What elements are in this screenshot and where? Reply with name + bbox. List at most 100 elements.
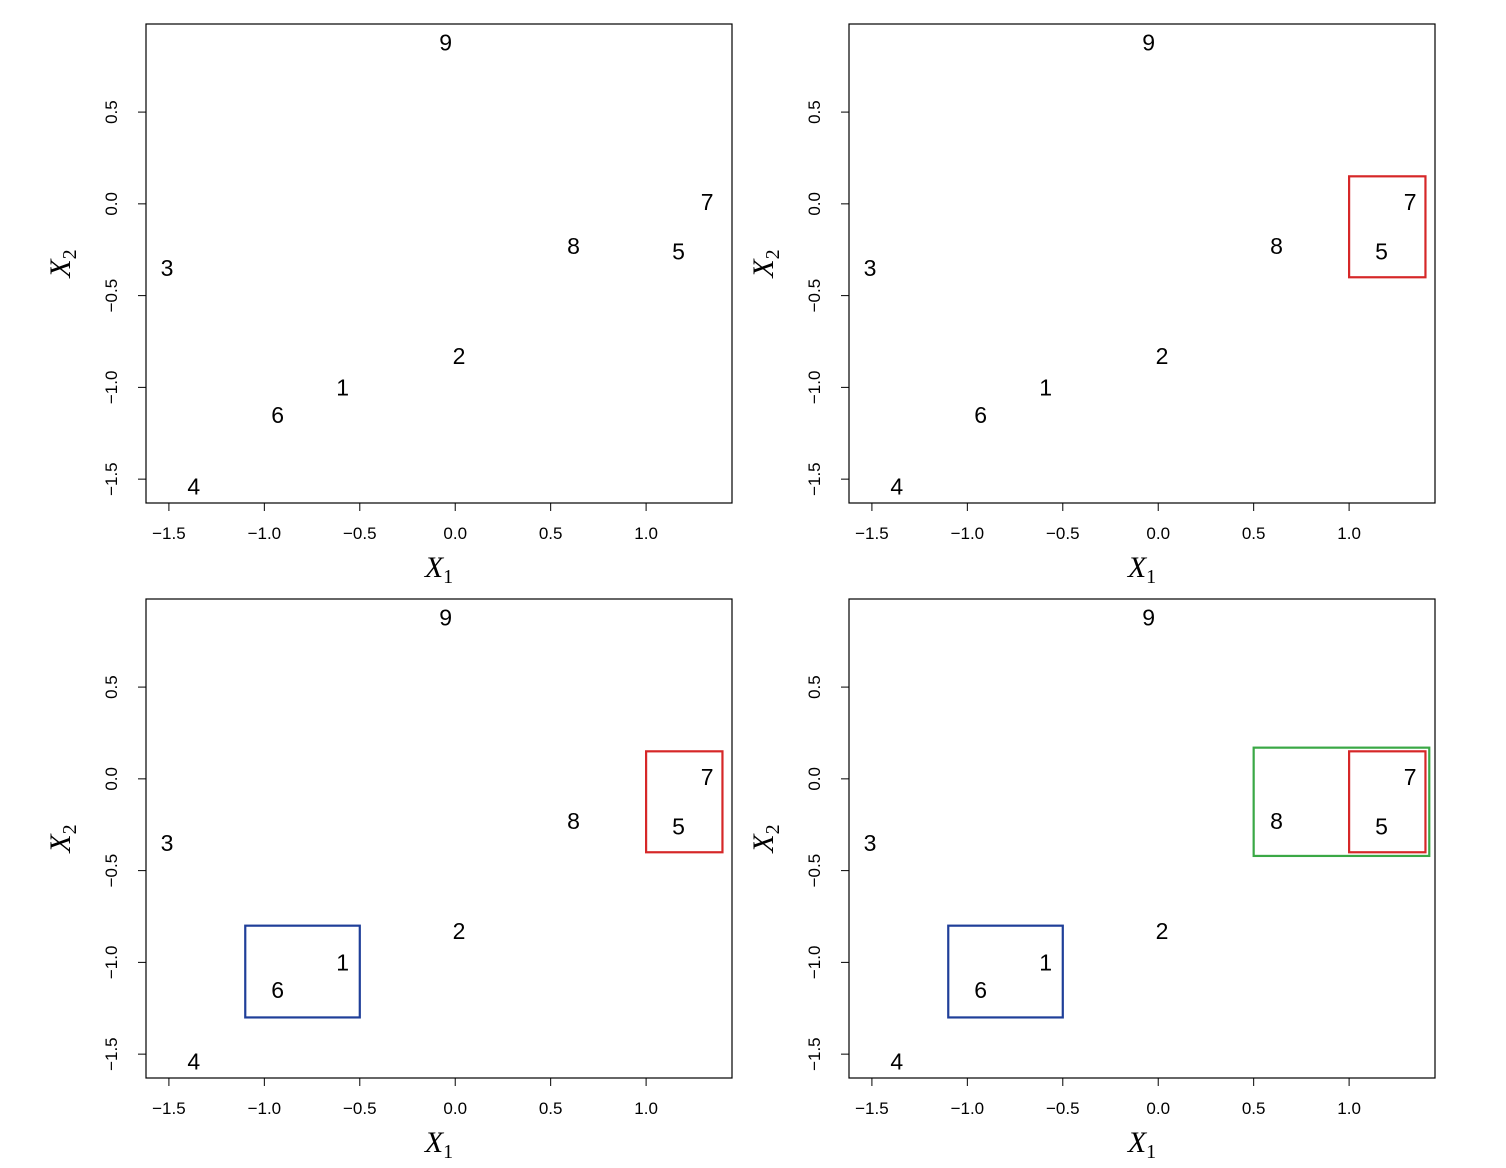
- x-tick-label: −0.5: [1046, 1099, 1080, 1118]
- x-axis-title: X1: [424, 1126, 453, 1163]
- data-point-3: 3: [161, 830, 174, 856]
- x-tick-label: 0.0: [1146, 1099, 1170, 1118]
- data-point-2: 2: [1156, 343, 1169, 369]
- data-point-1: 1: [336, 374, 349, 400]
- y-axis-title: X2: [44, 824, 81, 853]
- y-tick-label: 0.5: [102, 100, 121, 124]
- x-axis-title-main: X: [424, 551, 445, 584]
- region-rectangle: [244, 924, 361, 1019]
- x-tick-label: −1.5: [152, 524, 186, 543]
- data-point-5: 5: [672, 239, 685, 265]
- x-axis-title: X1: [1127, 551, 1156, 588]
- y-axis-title: X2: [747, 249, 784, 278]
- data-point-2: 2: [453, 918, 466, 944]
- x-tick-label: −1.5: [855, 524, 889, 543]
- data-point-4: 4: [890, 473, 903, 499]
- x-tick-label: 0.5: [539, 1099, 563, 1118]
- x-tick-label: 0.5: [539, 524, 563, 543]
- data-point-9: 9: [1142, 29, 1155, 55]
- x-axis-title-subscript: 1: [1146, 1141, 1156, 1163]
- data-point-4: 4: [187, 1048, 200, 1074]
- x-tick-label: 0.0: [443, 524, 467, 543]
- x-tick-label: −0.5: [343, 1099, 377, 1118]
- region-rectangle: [645, 750, 724, 854]
- y-tick-label: −1.5: [805, 462, 824, 496]
- y-tick-label: −1.5: [102, 462, 121, 496]
- data-point-8: 8: [1270, 233, 1283, 259]
- x-tick-label: −1.0: [951, 1099, 985, 1118]
- data-point-1: 1: [1039, 949, 1052, 975]
- x-axis-title: X1: [1127, 1126, 1156, 1163]
- region-rectangle: [947, 924, 1064, 1019]
- x-axis-title-subscript: 1: [1146, 566, 1156, 588]
- y-tick-label: −1.5: [805, 1037, 824, 1071]
- data-point-9: 9: [1142, 604, 1155, 630]
- y-tick-label: 0.0: [805, 767, 824, 791]
- panel-3: −1.5 −1.0 −0.5 0.0 0.5 1.0 −1.5 −1.0 −0.5 0.0 0.5 X…: [44, 598, 733, 1163]
- data-point-8: 8: [567, 808, 580, 834]
- data-point-2: 2: [1156, 918, 1169, 944]
- data-point-7: 7: [1404, 764, 1417, 790]
- data-point-6: 6: [271, 977, 284, 1003]
- y-axis-title: X2: [44, 249, 81, 278]
- y-tick-label: −1.0: [805, 371, 824, 405]
- y-tick-label: 0.0: [805, 192, 824, 216]
- x-axis-title-subscript: 1: [443, 1141, 453, 1163]
- y-axis-title: X2: [747, 824, 784, 853]
- plot-frame: [145, 598, 733, 1079]
- y-tick-label: −1.0: [805, 946, 824, 980]
- y-tick-label: −0.5: [102, 854, 121, 888]
- plot-frame: [145, 23, 733, 504]
- y-axis-title-subscript: 2: [59, 824, 81, 834]
- data-point-2: 2: [453, 343, 466, 369]
- plot-frame: [848, 23, 1436, 504]
- y-tick-label: 0.5: [805, 675, 824, 699]
- x-axis-title-main: X: [1127, 551, 1148, 584]
- x-tick-label: 0.0: [1146, 524, 1170, 543]
- region-rectangle: [1348, 175, 1427, 279]
- data-point-6: 6: [271, 402, 284, 428]
- x-axis-title-main: X: [1127, 1126, 1148, 1159]
- x-tick-label: −1.5: [855, 1099, 889, 1118]
- panel-4: −1.5 −1.0 −0.5 0.0 0.5 1.0 −1.5 −1.0 −0.5 0.0 0.5 X…: [747, 598, 1436, 1163]
- y-axis-title-subscript: 2: [762, 249, 784, 259]
- x-axis-title-main: X: [424, 1126, 445, 1159]
- x-tick-label: 1.0: [634, 1099, 658, 1118]
- data-point-5: 5: [1375, 239, 1388, 265]
- y-tick-label: −0.5: [805, 854, 824, 888]
- data-point-7: 7: [1404, 189, 1417, 215]
- y-tick-label: 0.0: [102, 192, 121, 216]
- x-tick-label: −0.5: [1046, 524, 1080, 543]
- data-point-4: 4: [890, 1048, 903, 1074]
- y-tick-label: −1.5: [102, 1037, 121, 1071]
- x-tick-label: 0.5: [1242, 1099, 1266, 1118]
- x-tick-label: −1.0: [248, 1099, 282, 1118]
- data-point-1: 1: [336, 949, 349, 975]
- data-point-1: 1: [1039, 374, 1052, 400]
- data-point-6: 6: [974, 977, 987, 1003]
- data-point-7: 7: [701, 764, 714, 790]
- data-point-9: 9: [439, 29, 452, 55]
- y-tick-label: 0.0: [102, 767, 121, 791]
- y-tick-label: −0.5: [102, 279, 121, 313]
- data-point-5: 5: [1375, 814, 1388, 840]
- y-tick-label: −1.0: [102, 371, 121, 405]
- y-axis-title-main: X: [747, 833, 780, 854]
- data-point-9: 9: [439, 604, 452, 630]
- x-axis-title: X1: [424, 551, 453, 588]
- panel-1: −1.5 −1.0 −0.5 0.0 0.5 1.0 −1.5 −1.0 −0.5 0.0 0.5 X…: [44, 23, 733, 588]
- y-axis-title-main: X: [44, 833, 77, 854]
- x-tick-label: −1.0: [248, 524, 282, 543]
- y-axis-title-subscript: 2: [762, 824, 784, 834]
- x-tick-label: 1.0: [1337, 524, 1361, 543]
- y-axis-title-subscript: 2: [59, 249, 81, 259]
- data-point-3: 3: [864, 255, 877, 281]
- data-point-3: 3: [864, 830, 877, 856]
- x-tick-label: −1.5: [152, 1099, 186, 1118]
- y-axis-title-main: X: [747, 258, 780, 279]
- x-tick-label: 0.5: [1242, 524, 1266, 543]
- x-tick-label: −1.0: [951, 524, 985, 543]
- data-point-7: 7: [701, 189, 714, 215]
- y-tick-label: −1.0: [102, 946, 121, 980]
